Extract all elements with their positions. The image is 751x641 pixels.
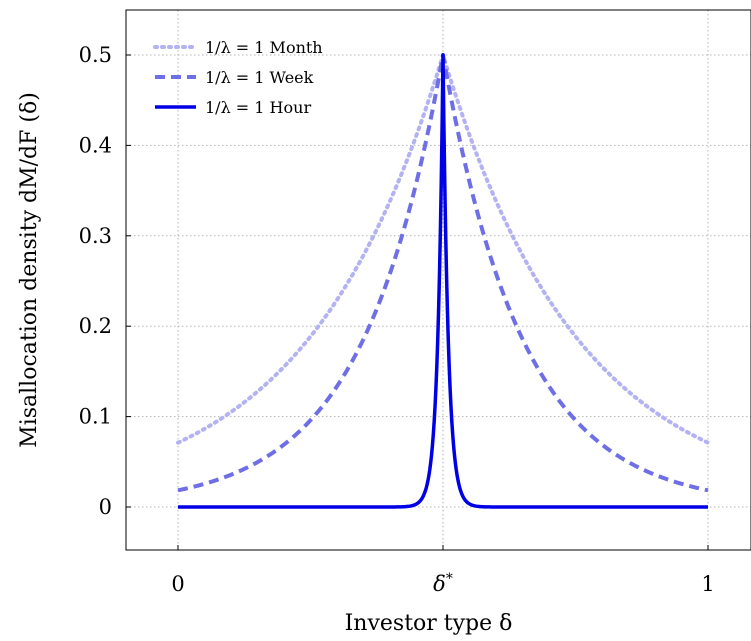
legend-label-hour: 1/λ = 1 Hour [205,98,311,117]
y-axis-title: Misallocation density dM/dF (δ) [17,92,42,448]
y-tick-label: 0.4 [79,133,112,157]
series-line-2 [177,53,709,509]
ticks: 0 0.1 0.2 0.3 0.4 0.5 0 δ* 1 [79,43,715,596]
legend-label-month: 1/λ = 1 Month [205,38,323,57]
y-tick-label: 0.1 [79,405,112,429]
legend-label-week: 1/λ = 1 Week [205,68,314,87]
legend: 1/λ = 1 Month 1/λ = 1 Week 1/λ = 1 Hour [153,38,323,117]
x-axis-title: Investor type δ [345,611,513,636]
y-tick-label: 0.5 [79,43,112,67]
x-tick-label: 1 [701,572,714,596]
y-tick-label: 0.3 [79,224,112,248]
x-tick-label: 0 [171,572,184,596]
series-layer [176,53,710,509]
x-tick-label: δ* [433,571,453,596]
plot-frame [125,9,751,551]
y-tick-label: 0 [99,495,112,519]
y-tick-label: 0.2 [79,314,112,338]
